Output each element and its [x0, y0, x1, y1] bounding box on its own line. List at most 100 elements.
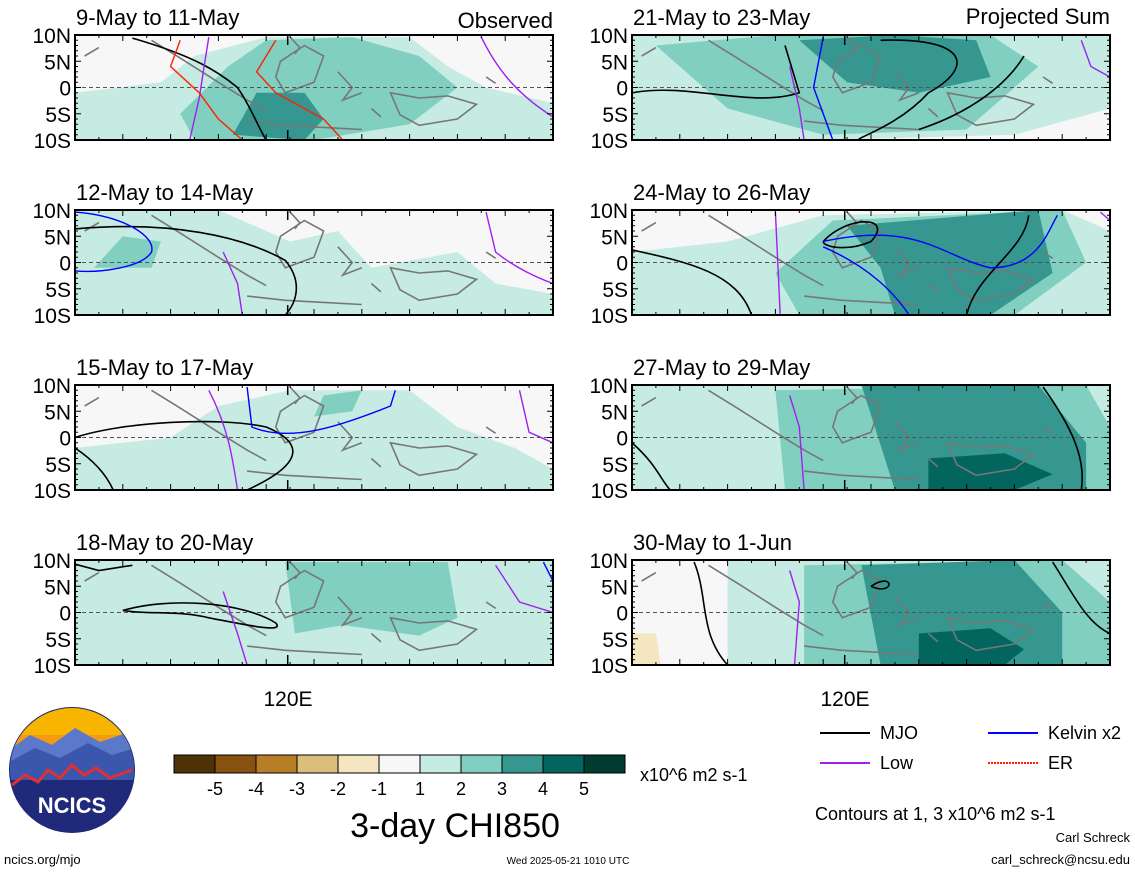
coastline — [804, 120, 919, 131]
y-tick-label: 5S — [45, 629, 71, 652]
anomaly-region — [314, 390, 362, 417]
contour-line — [965, 215, 1030, 315]
coastline — [1042, 426, 1054, 434]
legend-label: Low — [880, 753, 914, 773]
contour-line — [246, 387, 396, 435]
coastline — [485, 426, 497, 434]
contour-line — [632, 45, 801, 99]
contour-line — [189, 36, 210, 140]
coastline — [151, 214, 267, 287]
panel-title: 30-May to 1-Jun — [633, 530, 792, 555]
logo-text: NCICS — [38, 793, 106, 818]
colorbar-swatch — [255, 754, 298, 774]
coastline — [708, 389, 824, 462]
y-tick-label: 5N — [44, 51, 71, 74]
contour-line — [1042, 386, 1083, 490]
y-tick-label: 5S — [45, 104, 71, 127]
y-tick-label: 5N — [601, 226, 628, 249]
colorbar-units: x10^6 m2 s-1 — [640, 765, 748, 785]
y-tick-label: 0 — [59, 78, 71, 101]
y-tick-label: 5N — [44, 576, 71, 599]
contour-line — [632, 249, 753, 315]
coastline — [289, 36, 301, 55]
y-tick-label: 5N — [44, 401, 71, 424]
coastline — [151, 39, 267, 112]
ncics-logo: NCICS — [9, 707, 135, 833]
contour-line — [122, 602, 279, 629]
colorbar-swatch — [419, 754, 462, 774]
y-tick-label: 10N — [589, 200, 628, 223]
coastline — [641, 396, 657, 407]
y-tick-label: 0 — [616, 428, 628, 451]
website-text: ncics.org/mjo — [4, 852, 81, 867]
y-tick-label: 5N — [601, 576, 628, 599]
coastline — [274, 394, 325, 444]
contour-line — [75, 447, 114, 490]
anomaly-region — [918, 628, 1024, 665]
y-tick-label: 5S — [45, 279, 71, 302]
contour-line — [75, 563, 133, 572]
coastline — [927, 282, 939, 293]
anomaly-region — [632, 633, 661, 665]
contour-line — [1080, 40, 1110, 78]
colorbar-tick-label: -4 — [248, 779, 264, 799]
contour-line — [542, 561, 553, 582]
y-tick-label: 5N — [44, 226, 71, 249]
y-tick-label: 10S — [34, 655, 71, 678]
coastline — [1042, 76, 1054, 84]
y-tick-label: 10S — [34, 480, 71, 503]
panel-title: 24-May to 26-May — [633, 180, 810, 205]
coastline — [337, 596, 363, 627]
legend-label: Kelvin x2 — [1048, 723, 1121, 743]
contour-line — [208, 389, 239, 490]
y-tick-label: 10N — [589, 550, 628, 573]
legend-item: MJO — [820, 723, 918, 743]
coastline — [641, 571, 657, 582]
colorbar-tick-label: 1 — [415, 779, 425, 799]
panel-title: 21-May to 23-May — [633, 5, 810, 30]
contour-line — [169, 40, 243, 140]
anomaly-region — [94, 236, 161, 268]
panel-title: 27-May to 29-May — [633, 355, 810, 380]
anomaly-region — [928, 453, 1053, 490]
colorbar-tick-label: -5 — [207, 779, 223, 799]
contour-line — [918, 55, 1025, 131]
contour-line — [75, 420, 294, 490]
contour-line — [789, 66, 805, 140]
colorbar-tick-label: -1 — [371, 779, 387, 799]
coastline — [289, 211, 301, 230]
y-tick-label: 0 — [59, 603, 71, 626]
coastline — [641, 221, 657, 232]
legend-label: ER — [1048, 753, 1073, 773]
colorbar-tick-label: 2 — [456, 779, 466, 799]
coastline — [485, 76, 497, 84]
anomaly-region — [799, 35, 991, 93]
y-tick-label: 0 — [59, 428, 71, 451]
coastline — [84, 221, 100, 232]
author-text: Carl Schreck — [1056, 830, 1131, 845]
coastline — [274, 569, 325, 619]
contour-line — [632, 442, 671, 490]
coastline — [708, 39, 824, 112]
contour-note: Contours at 1, 3 x10^6 m2 s-1 — [815, 804, 1056, 824]
coastline — [846, 36, 858, 55]
coastline — [946, 91, 1036, 127]
colorbar-swatch — [214, 754, 257, 774]
contour-line — [822, 246, 910, 315]
coastline — [389, 441, 479, 477]
y-tick-label: 10S — [591, 305, 628, 328]
projected-label: Projected Sum — [966, 4, 1110, 29]
colorbar-tick-label: -3 — [289, 779, 305, 799]
x-tick-label-left: 120E — [263, 688, 312, 711]
coastline — [337, 421, 363, 452]
panel-title: 12-May to 14-May — [76, 180, 253, 205]
coastline — [804, 470, 919, 481]
y-tick-label: 10N — [589, 375, 628, 398]
coastline — [1042, 601, 1054, 609]
colorbar-swatch — [542, 754, 585, 774]
coastline — [247, 645, 362, 656]
coastline — [247, 470, 362, 481]
